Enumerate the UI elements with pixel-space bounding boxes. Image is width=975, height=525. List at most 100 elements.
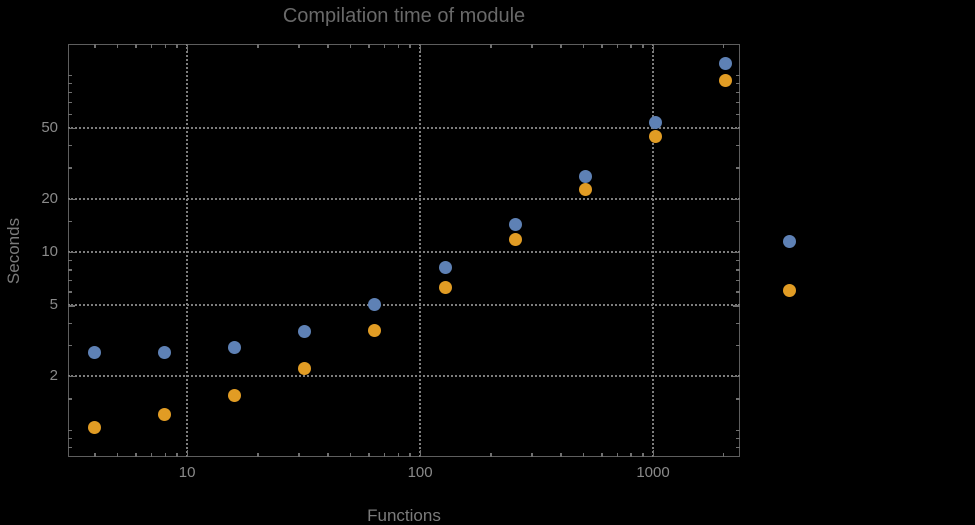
y-tick [733, 127, 740, 130]
y-tick [736, 167, 740, 169]
data-point-orange [298, 362, 312, 376]
y-gridline [68, 251, 740, 254]
data-point-orange [158, 407, 172, 421]
x-tick [409, 44, 411, 48]
y-tick [736, 113, 740, 116]
y-tick [68, 437, 72, 439]
data-point-blue [298, 325, 312, 339]
data-point-blue [158, 346, 172, 360]
y-tick [68, 252, 75, 254]
x-tick [135, 44, 137, 48]
x-tick [490, 453, 492, 457]
data-point-blue [719, 56, 733, 70]
x-tick [298, 453, 300, 457]
data-point-blue [368, 298, 382, 312]
x-tick [723, 44, 725, 48]
x-gridline [652, 44, 655, 457]
y-tick [68, 127, 75, 130]
y-tick [736, 102, 740, 104]
y-gridline [68, 375, 740, 378]
x-tick [616, 453, 619, 457]
data-point-blue [87, 346, 101, 360]
y-tick-label: 2 [49, 367, 58, 385]
y-tick [736, 91, 740, 94]
x-tick [164, 44, 166, 48]
x-tick [601, 44, 603, 48]
x-axis-label: Functions [367, 506, 441, 525]
x-tick [560, 453, 562, 457]
x-tick [117, 453, 119, 457]
y-tick-label: 10 [41, 243, 58, 261]
y-gridline [68, 126, 740, 129]
data-point-blue [438, 260, 452, 274]
x-tick [616, 44, 619, 48]
x-tick [327, 44, 329, 48]
y-tick [68, 429, 72, 431]
y-tick [736, 446, 740, 448]
data-point-blue [508, 218, 522, 232]
data-point-blue [228, 340, 242, 354]
y-tick [736, 260, 740, 262]
y-tick [68, 82, 72, 84]
y-gridline [68, 197, 740, 200]
y-tick [68, 446, 72, 448]
x-tick [164, 453, 166, 457]
y-tick [68, 145, 72, 147]
x-tick [327, 453, 329, 457]
x-tick [349, 453, 352, 457]
y-tick [68, 102, 72, 104]
y-tick [736, 344, 740, 347]
y-tick [68, 305, 75, 307]
y-tick [68, 91, 72, 94]
x-tick [409, 453, 411, 457]
data-point-orange [719, 74, 733, 88]
x-tick [176, 453, 178, 457]
data-point-orange [228, 389, 242, 403]
x-tick [642, 453, 644, 457]
x-gridline [419, 44, 422, 457]
x-gridline [186, 44, 189, 457]
y-tick [68, 376, 75, 378]
data-point-orange [87, 420, 101, 434]
y-tick [68, 398, 72, 400]
y-gridline [68, 304, 740, 307]
y-tick [733, 252, 740, 254]
y-tick [736, 220, 740, 223]
data-point-blue [648, 115, 662, 129]
x-tick [349, 44, 352, 48]
x-tick [531, 44, 533, 48]
data-point-orange [368, 324, 382, 338]
plot-frame [68, 44, 740, 457]
x-tick [94, 453, 96, 457]
y-tick [736, 437, 740, 439]
x-tick [397, 453, 399, 457]
legend-swatch [783, 235, 796, 248]
x-tick [397, 44, 399, 48]
x-tick [187, 44, 189, 51]
y-tick [736, 429, 740, 431]
y-tick [68, 269, 72, 271]
y-tick [736, 145, 740, 147]
x-tick [368, 44, 370, 48]
x-tick [531, 453, 533, 457]
y-tick-label: 20 [41, 189, 58, 207]
legend-swatch [783, 283, 796, 297]
x-tick [582, 453, 585, 457]
y-tick [68, 74, 72, 76]
x-tick [187, 450, 189, 457]
y-tick [736, 82, 740, 84]
x-tick [723, 453, 725, 457]
data-point-orange [438, 281, 452, 295]
y-tick [733, 305, 740, 307]
data-point-orange [578, 183, 592, 196]
x-tick [642, 44, 644, 48]
y-tick [736, 291, 740, 293]
x-tick-label: 10 [178, 464, 196, 481]
y-tick [68, 220, 72, 223]
y-tick [736, 74, 740, 76]
x-tick [368, 453, 370, 457]
x-tick-label: 100 [407, 464, 433, 481]
y-axis-label: Seconds [4, 217, 23, 285]
x-tick [653, 450, 655, 457]
